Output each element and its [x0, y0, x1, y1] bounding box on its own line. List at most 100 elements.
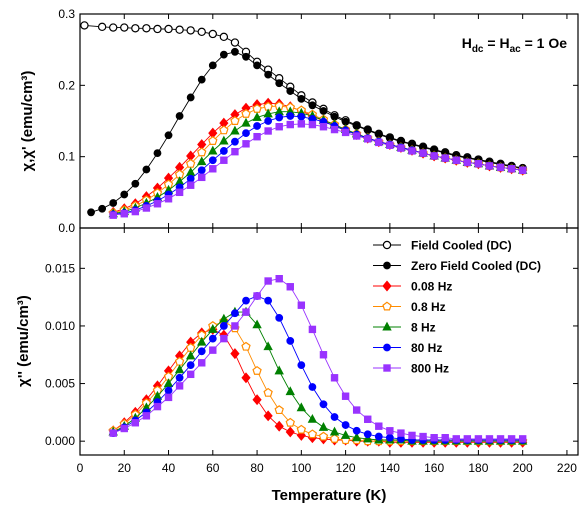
data-point-800-hz	[408, 147, 416, 155]
series-line-8-hz	[112, 311, 523, 442]
data-point-800-hz	[397, 429, 405, 437]
data-point-0-08-hz	[263, 410, 273, 422]
y-tick-label: 0.3	[58, 7, 75, 21]
data-point-800-hz	[153, 402, 162, 411]
data-point-800-hz	[297, 120, 306, 128]
data-point-800-hz	[198, 359, 206, 367]
data-point-0-8-hz	[274, 405, 284, 415]
data-point-800-hz	[474, 160, 483, 168]
data-point-800-hz	[120, 210, 128, 218]
data-point-800-hz	[452, 156, 460, 164]
data-point-field-cooled-dc	[120, 23, 129, 32]
y-tick-label: 0.005	[45, 377, 75, 391]
data-point-zero-field-cooled-dc	[264, 70, 273, 79]
data-point-800-hz	[198, 173, 206, 182]
data-point-800-hz	[109, 429, 117, 437]
data-point-zero-field-cooled-dc	[142, 165, 151, 174]
data-point-0-8-hz	[241, 108, 251, 118]
data-point-field-cooled-dc	[131, 24, 140, 33]
data-point-800-hz	[364, 415, 372, 423]
data-point-8-hz	[208, 145, 218, 155]
data-point-field-cooled-dc	[219, 32, 229, 42]
data-point-80-hz	[330, 413, 339, 421]
data-point-800-hz	[242, 140, 250, 148]
data-point-800-hz	[474, 435, 483, 443]
data-point-800-hz	[430, 434, 438, 442]
series-line-8-hz	[113, 111, 523, 215]
dc-susceptibility-panel: 0.0 0.1 0.2 0.3 χ,χ' (emu/cm³) Hdc = Hac = …	[19, 7, 579, 235]
data-point-800-hz	[220, 334, 228, 343]
data-point-80-hz	[197, 166, 206, 175]
data-point-800-hz	[175, 188, 184, 197]
data-point-8-hz	[296, 402, 307, 412]
data-point-field-cooled-dc	[186, 26, 195, 35]
data-point-80-hz	[363, 430, 372, 439]
bottom-plot-frame	[79, 227, 579, 456]
data-point-0-8-hz	[296, 424, 307, 434]
data-point-zero-field-cooled-dc	[164, 131, 173, 140]
data-point-field-cooled-dc	[197, 27, 206, 37]
data-point-0-8-hz	[241, 341, 251, 351]
data-point-0-8-hz	[197, 147, 207, 157]
data-point-80-hz	[253, 122, 261, 130]
data-point-zero-field-cooled-dc	[275, 79, 284, 88]
data-point-800-hz	[485, 162, 494, 170]
data-point-800-hz	[153, 200, 162, 208]
data-point-80-hz	[175, 373, 184, 382]
x-tick-label: 100	[291, 461, 311, 475]
series-line-800-hz	[113, 123, 523, 216]
data-point-0-8-hz	[307, 429, 318, 439]
data-point-800-hz	[397, 144, 405, 152]
data-point-800-hz	[507, 435, 516, 443]
data-point-zero-field-cooled-dc	[253, 61, 261, 70]
data-point-800-hz	[319, 351, 328, 359]
data-point-8-hz	[197, 156, 207, 166]
series-line-zero-field-cooled-dc	[90, 51, 523, 213]
data-point-8-hz	[219, 135, 229, 145]
data-point-800-hz	[408, 431, 416, 440]
series-line-0-08-hz	[113, 102, 523, 213]
legend-marker-8-hz	[382, 321, 392, 331]
data-point-8-hz	[351, 432, 362, 442]
data-point-zero-field-cooled-dc	[186, 93, 195, 102]
bottom-plot-area	[108, 275, 528, 448]
data-point-800-hz	[109, 211, 117, 219]
data-point-zero-field-cooled-dc	[242, 52, 250, 61]
data-point-8-hz	[285, 386, 295, 396]
data-point-8-hz	[329, 426, 340, 436]
data-point-80-hz	[264, 117, 273, 125]
data-point-8-hz	[185, 167, 196, 176]
data-point-800-hz	[496, 435, 505, 443]
series-line-80-hz	[113, 115, 523, 215]
data-point-8-hz	[318, 422, 329, 431]
data-point-800-hz	[496, 163, 505, 172]
data-point-80-hz	[197, 347, 206, 356]
data-point-800-hz	[209, 165, 217, 173]
legend-marker-0-8-hz	[382, 301, 392, 311]
data-point-800-hz	[441, 154, 449, 162]
x-tick-label: 180	[468, 461, 488, 475]
top-y-axis: 0.0 0.1 0.2 0.3	[58, 7, 578, 235]
data-point-8-hz	[219, 313, 229, 323]
x-tick-label: 220	[557, 461, 577, 475]
data-point-0-08-hz	[241, 372, 251, 384]
data-point-8-hz	[208, 324, 218, 333]
data-point-8-hz	[185, 350, 196, 360]
legend-label-field-cooled-dc: Field Cooled (DC)	[411, 239, 512, 253]
data-point-field-cooled-dc	[142, 24, 151, 33]
data-point-800-hz	[164, 393, 173, 402]
data-point-800-hz	[186, 181, 195, 189]
data-point-800-hz	[286, 283, 294, 291]
bottom-y-axis-title: χ'' (emu/cm³)	[15, 295, 32, 387]
data-point-800-hz	[209, 346, 217, 354]
x-tick-label: 160	[424, 461, 444, 475]
data-point-800-hz	[352, 406, 361, 414]
data-point-800-hz	[441, 434, 449, 442]
data-point-800-hz	[319, 123, 328, 131]
data-point-800-hz	[463, 158, 472, 167]
data-point-800-hz	[375, 422, 383, 430]
data-point-zero-field-cooled-dc	[308, 101, 317, 110]
series-line-field-cooled-dc	[84, 24, 523, 169]
data-point-0-8-hz	[252, 365, 262, 375]
